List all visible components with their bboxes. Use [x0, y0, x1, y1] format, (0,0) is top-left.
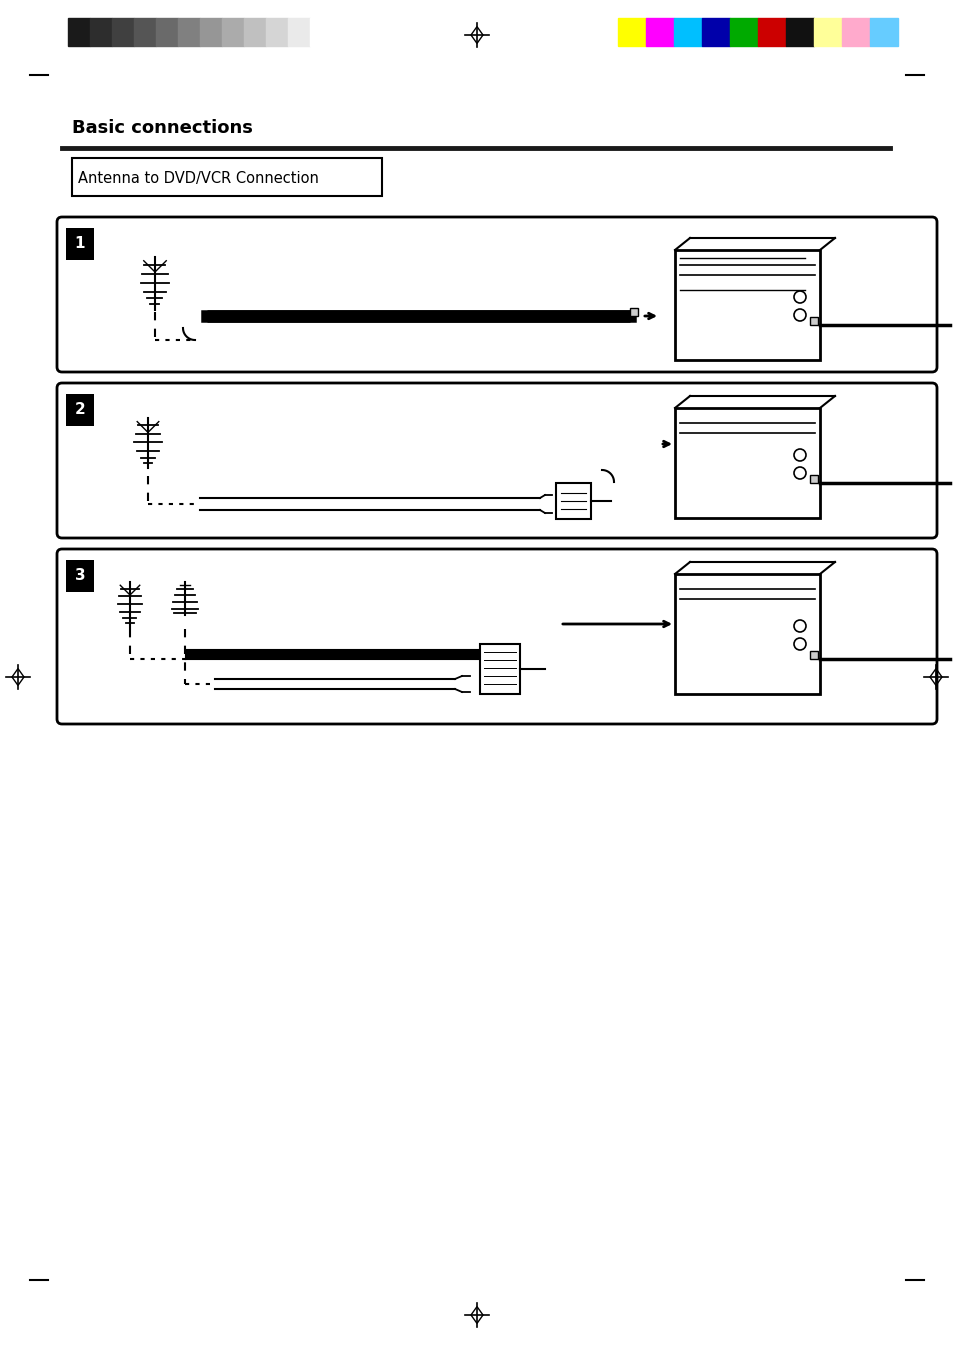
Bar — [266, 18, 288, 46]
Text: Basic connections: Basic connections — [71, 119, 253, 136]
FancyBboxPatch shape — [66, 394, 94, 426]
Bar — [813, 18, 841, 46]
Bar — [701, 18, 729, 46]
Circle shape — [793, 309, 805, 322]
FancyBboxPatch shape — [66, 228, 94, 259]
Bar — [869, 18, 897, 46]
Bar — [479, 644, 519, 694]
Bar — [841, 18, 869, 46]
Bar — [618, 18, 645, 46]
FancyBboxPatch shape — [71, 158, 381, 196]
Bar — [629, 308, 638, 316]
Circle shape — [793, 449, 805, 461]
Bar — [809, 476, 817, 484]
Text: 1: 1 — [74, 236, 85, 251]
Bar — [244, 18, 266, 46]
Circle shape — [793, 290, 805, 303]
FancyBboxPatch shape — [57, 549, 936, 724]
Text: 2: 2 — [74, 403, 85, 417]
Bar — [90, 18, 112, 46]
Bar — [310, 18, 332, 46]
Bar — [288, 18, 310, 46]
Bar — [809, 317, 817, 326]
Bar — [178, 18, 200, 46]
Bar — [112, 18, 133, 46]
Bar — [675, 408, 820, 517]
Text: 3: 3 — [74, 569, 85, 584]
Bar — [809, 651, 817, 659]
Bar — [673, 18, 701, 46]
Bar — [758, 18, 785, 46]
FancyBboxPatch shape — [66, 561, 94, 592]
Circle shape — [793, 620, 805, 632]
Bar — [675, 574, 820, 694]
Bar — [785, 18, 813, 46]
Bar — [133, 18, 156, 46]
FancyBboxPatch shape — [57, 218, 936, 372]
Bar — [222, 18, 244, 46]
Circle shape — [793, 467, 805, 480]
Bar — [729, 18, 758, 46]
Bar — [645, 18, 673, 46]
Bar — [156, 18, 178, 46]
Bar — [675, 250, 820, 359]
Text: Antenna to DVD/VCR Connection: Antenna to DVD/VCR Connection — [78, 170, 318, 185]
Bar — [556, 484, 590, 519]
Bar — [200, 18, 222, 46]
FancyBboxPatch shape — [57, 382, 936, 538]
Circle shape — [793, 638, 805, 650]
Bar — [68, 18, 90, 46]
